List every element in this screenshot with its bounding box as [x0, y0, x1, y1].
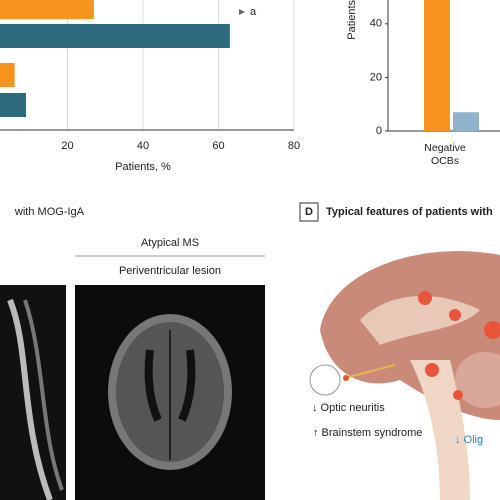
y-axis-label: Patients — [346, 0, 358, 40]
annotation-marker — [239, 9, 245, 15]
x-tick-label: 20 — [61, 140, 73, 152]
bar — [0, 0, 94, 19]
bar — [424, 0, 450, 131]
panel-letter: D — [305, 206, 313, 218]
mri-left — [0, 285, 66, 500]
x-tick-label: 40 — [137, 140, 149, 152]
x-tick-label: Negative OCBs — [424, 142, 466, 167]
y-tick-label: 20 — [370, 71, 382, 83]
x-axis-label: Patients, % — [115, 161, 171, 173]
bar — [453, 112, 479, 131]
panel-title: with MOG-IgA — [14, 206, 85, 218]
mri-right — [75, 285, 265, 500]
bar — [0, 93, 26, 117]
panel-header: Atypical MS — [141, 237, 199, 249]
x-tick-label: 60 — [212, 140, 224, 152]
x-tick-label: 80 — [288, 140, 300, 152]
brain-illustration — [309, 251, 500, 500]
panel-title: Typical features of patients with — [326, 206, 493, 218]
bar — [0, 24, 230, 48]
panel-letter-box — [299, 202, 319, 222]
y-tick-label: 0 — [376, 125, 382, 137]
feature-label: ↓ Optic neuritis — [312, 402, 385, 414]
feature-label: ↓ Olig — [455, 434, 483, 446]
feature-label: ↑ Brainstem syndrome — [313, 427, 422, 439]
bar — [0, 63, 15, 87]
y-tick-label: 40 — [370, 18, 382, 30]
panel-subheader: Periventricular lesion — [119, 265, 221, 277]
annotation: a — [250, 6, 257, 18]
